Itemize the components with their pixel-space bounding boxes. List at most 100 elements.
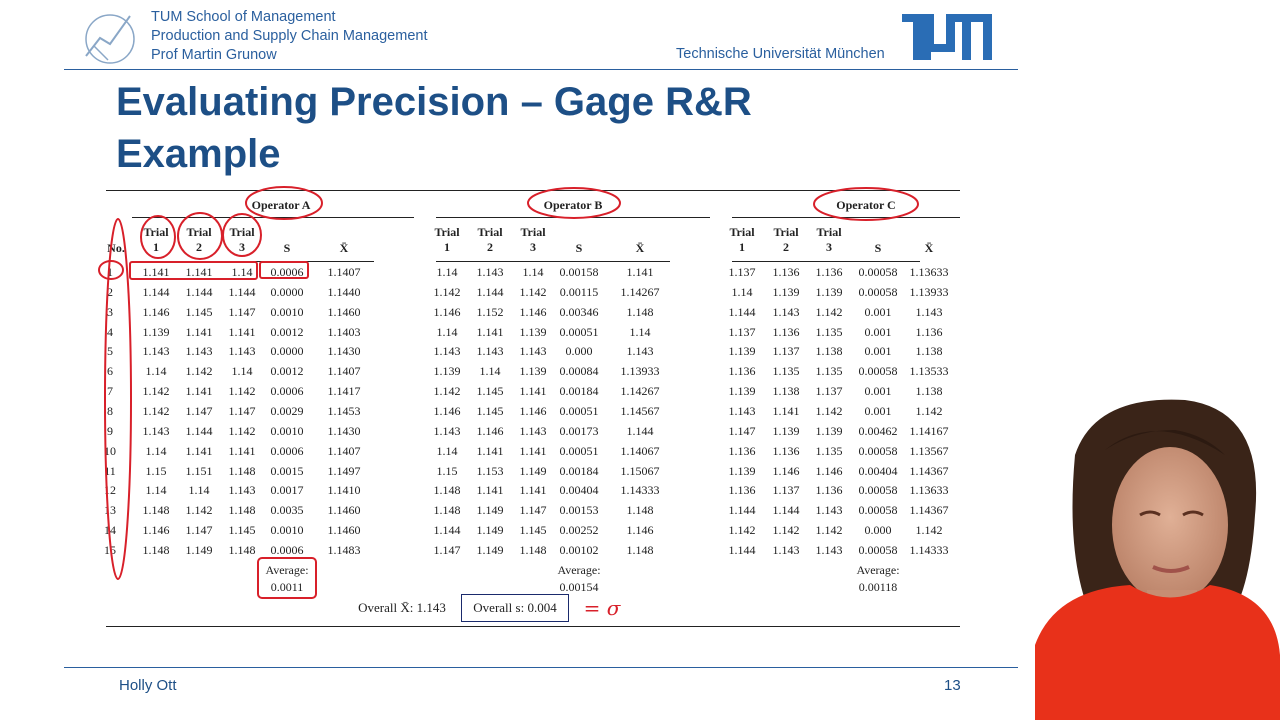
table-cell: 1.14267 — [620, 284, 660, 299]
column-header: Trial 2 — [460, 225, 520, 255]
table-cell: 1.148 — [433, 483, 461, 498]
average-label: Average: — [265, 563, 309, 577]
operator-b-circle — [527, 187, 621, 219]
table-cell: 0.001 — [864, 403, 892, 418]
column-header-part: Trial — [816, 225, 842, 239]
table-cell: 1.14 — [145, 443, 167, 458]
column-header-rule — [436, 261, 670, 262]
table-cell: 1.143 — [142, 423, 170, 438]
table-cell: 1.14367 — [909, 463, 949, 478]
column-header: S — [874, 241, 882, 255]
table-cell: 0.00252 — [559, 523, 599, 538]
table-cell: 1.142 — [519, 284, 547, 299]
table-cell: 0.0010 — [270, 304, 304, 319]
table-cell: 1.1410 — [327, 483, 361, 498]
table-cell: 1.149 — [476, 542, 504, 557]
table-cell: 1.141 — [519, 384, 547, 399]
operator-header: Operator A — [251, 198, 311, 212]
table-cell: 1.13567 — [909, 443, 949, 458]
row-number: 1 — [107, 265, 113, 279]
table-cell: 0.0006 — [270, 384, 304, 399]
table-cell: 1.141 — [185, 443, 213, 458]
table-cell: 0.00404 — [559, 483, 599, 498]
table-cell: 1.141 — [185, 384, 213, 399]
overall-xbar: Overall X̄: 1.143 — [358, 600, 446, 615]
table-cell: 1.14333 — [620, 483, 660, 498]
table-cell: 0.00153 — [559, 503, 599, 518]
row-number: 8 — [107, 403, 113, 418]
table-cell: 1.145 — [185, 304, 213, 319]
table-cell: 0.001 — [864, 324, 892, 339]
table-cell: 1.143 — [772, 542, 800, 557]
table-cell: 1.143 — [142, 344, 170, 359]
table-cell: 1.136 — [728, 364, 756, 379]
table-cell: 1.152 — [476, 304, 504, 319]
table-cell: 1.142 — [433, 284, 461, 299]
school-logo-icon — [85, 14, 135, 64]
table-cell: 0.0015 — [270, 463, 304, 478]
column-header: X̄ — [924, 241, 934, 255]
table-cell: 1.145 — [476, 384, 504, 399]
table-cell: 1.13633 — [909, 483, 949, 498]
table-cell: 1.141 — [228, 324, 256, 339]
column-header: S — [575, 241, 583, 255]
table-top-rule — [106, 190, 960, 191]
row1-s-box — [259, 261, 309, 279]
table-cell: 0.00058 — [858, 483, 898, 498]
table-cell: 1.143 — [185, 344, 213, 359]
table-cell: 1.139 — [142, 324, 170, 339]
table-cell: 0.0010 — [270, 523, 304, 538]
column-header: Trial 3 — [503, 225, 563, 255]
column-header-part: Trial — [186, 225, 212, 239]
column-header-part: Trial — [773, 225, 799, 239]
table-cell: 1.139 — [728, 463, 756, 478]
table-cell: 1.14 — [436, 324, 458, 339]
column-header: Trial 1 — [126, 225, 186, 255]
table-cell: 1.139 — [519, 324, 547, 339]
table-cell: 1.142 — [815, 403, 843, 418]
table-cell: 1.143 — [228, 344, 256, 359]
table-cell: 1.14 — [145, 364, 167, 379]
table-cell: 1.136 — [772, 324, 800, 339]
table-cell: 1.143 — [626, 344, 654, 359]
table-cell: 1.144 — [476, 284, 504, 299]
table-cell: 1.142 — [433, 384, 461, 399]
table-cell: 1.1417 — [327, 384, 361, 399]
row-number: 2 — [107, 284, 113, 299]
column-header-part: 1 — [739, 240, 745, 254]
table-cell: 1.139 — [519, 364, 547, 379]
table-cell: 1.141 — [476, 324, 504, 339]
table-cell: 1.142 — [728, 523, 756, 538]
table-cell: 1.141 — [142, 265, 170, 279]
table-cell: 1.137 — [772, 344, 800, 359]
table-cell: 1.144 — [626, 423, 654, 438]
table-cell: 1.14 — [522, 265, 544, 279]
table-cell: 1.149 — [185, 542, 213, 557]
table-cell: 1.151 — [185, 463, 213, 478]
table-cell: 1.139 — [728, 344, 756, 359]
column-header-part: 3 — [826, 240, 832, 254]
table-cell: 0.00051 — [559, 403, 599, 418]
table-cell: 0.000 — [565, 344, 593, 359]
header-school-info: TUM School of Management Production and … — [151, 8, 427, 65]
table-cell: 1.137 — [772, 483, 800, 498]
table-cell: 1.146 — [142, 304, 170, 319]
row-number: 6 — [107, 364, 113, 379]
table-cell: 1.136 — [728, 483, 756, 498]
table-cell: 1.139 — [815, 423, 843, 438]
table-cell: 0.00173 — [559, 423, 599, 438]
average-label: Average: — [557, 563, 601, 577]
table-cell: 1.138 — [915, 344, 943, 359]
table-cell: 1.147 — [519, 503, 547, 518]
table-cell: 1.148 — [142, 542, 170, 557]
column-header-part: 2 — [783, 240, 789, 254]
table-cell: 1.144 — [228, 284, 256, 299]
table-cell: 1.141 — [519, 483, 547, 498]
table-cell: 1.143 — [433, 344, 461, 359]
table-cell: 1.14067 — [620, 443, 660, 458]
table-cell: 0.00058 — [858, 284, 898, 299]
table-cell: 1.139 — [772, 284, 800, 299]
table-cell: 1.15 — [436, 463, 458, 478]
table-cell: 1.1453 — [327, 403, 361, 418]
table-cell: 1.14167 — [909, 423, 949, 438]
